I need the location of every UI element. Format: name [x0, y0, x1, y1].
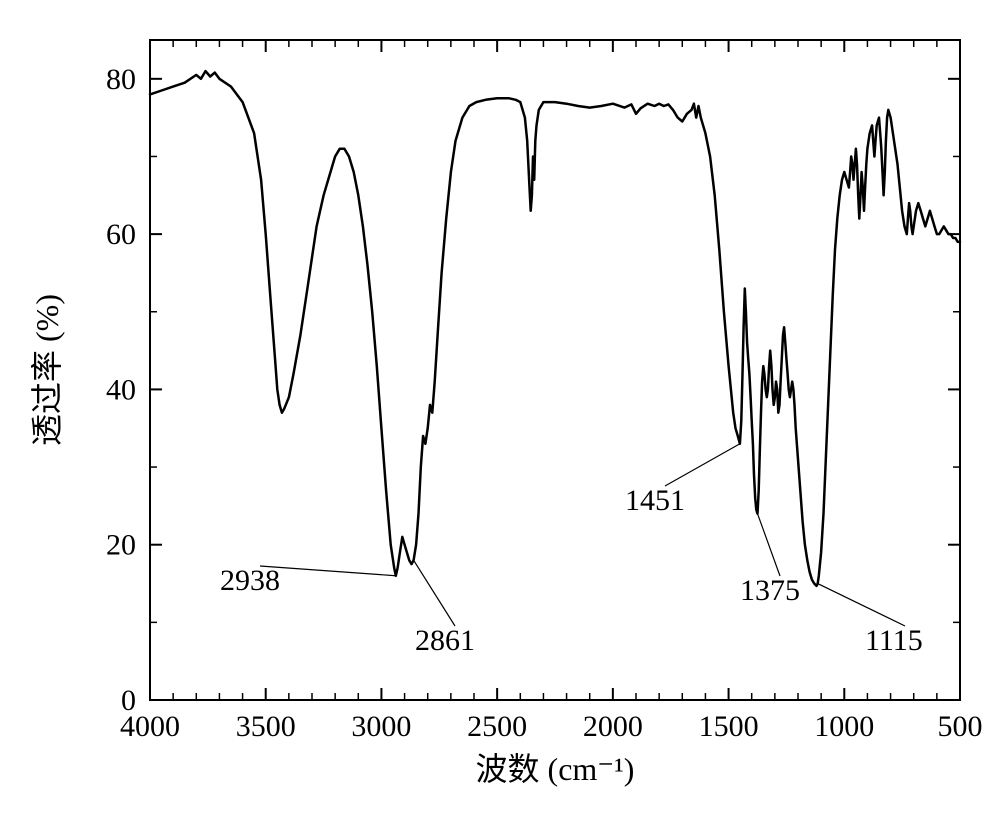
y-tick-label: 0 [121, 684, 136, 717]
annotation-leader [818, 584, 905, 626]
annotation-leader [260, 566, 396, 576]
annotation-leader [414, 560, 455, 626]
y-axis-label: 透过率 (%) [29, 294, 65, 446]
spectrum-line [150, 71, 960, 586]
y-tick-label: 80 [106, 63, 136, 96]
annotation-label: 2938 [220, 564, 280, 597]
annotation-leader [665, 444, 740, 486]
x-tick-label: 3500 [236, 710, 296, 743]
x-tick-label: 500 [938, 710, 983, 743]
x-tick-label: 1000 [814, 710, 874, 743]
x-tick-label: 1500 [699, 710, 759, 743]
x-tick-label: 2500 [467, 710, 527, 743]
chart-svg: 4000350030002500200015001000500020406080… [0, 0, 1000, 828]
y-tick-label: 20 [106, 529, 136, 562]
annotation-leader [758, 514, 781, 576]
x-tick-label: 2000 [583, 710, 643, 743]
x-axis-label: 波数 (cm⁻¹) [476, 751, 635, 787]
y-tick-label: 60 [106, 218, 136, 251]
annotation-label: 2861 [415, 624, 475, 657]
ir-spectrum-chart: 4000350030002500200015001000500020406080… [0, 0, 1000, 828]
plot-border [150, 40, 960, 700]
annotation-label: 1115 [865, 624, 923, 657]
y-tick-label: 40 [106, 373, 136, 406]
annotation-label: 1451 [625, 484, 685, 517]
x-tick-label: 3000 [351, 710, 411, 743]
annotation-label: 1375 [740, 574, 800, 607]
